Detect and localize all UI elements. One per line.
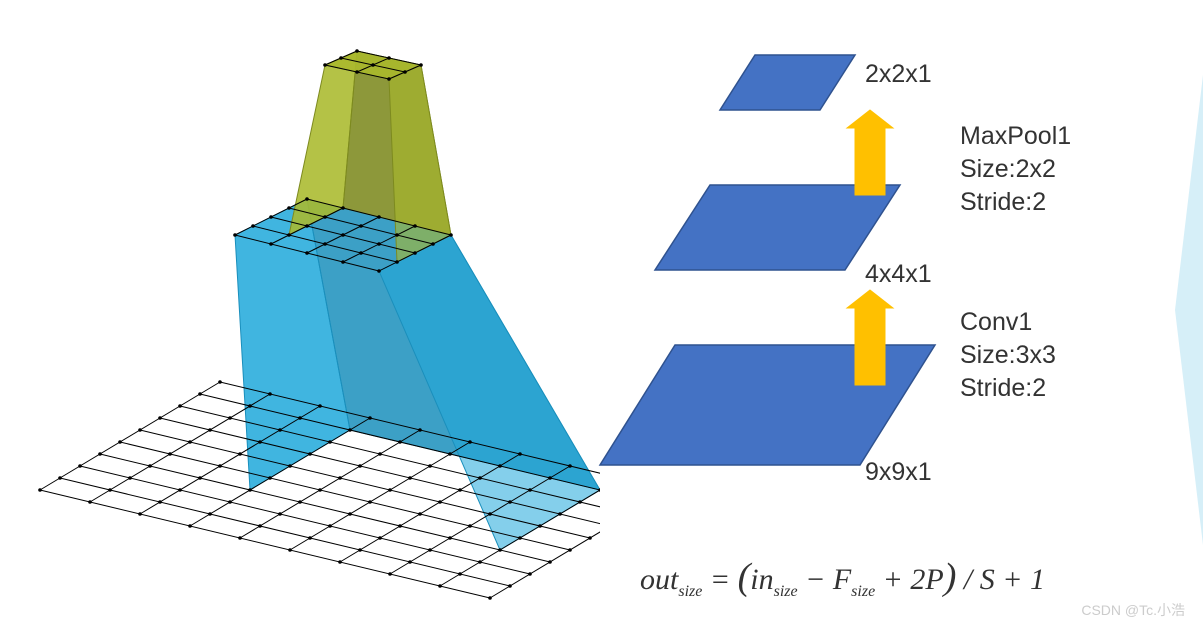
formula-minus: − [798, 563, 833, 596]
label-conv-stride: Stride:2 [960, 374, 1046, 403]
label-mid-dim: 4x4x1 [865, 260, 932, 289]
watermark: CSDN @Tc.小浩 [1081, 600, 1185, 620]
label-top-dim: 2x2x1 [865, 60, 932, 89]
formula-out: out [640, 563, 678, 596]
formula-F: F [833, 563, 851, 596]
formula-sub2: size [774, 583, 798, 600]
label-maxpool-size: Size:2x2 [960, 155, 1056, 184]
label-conv-size: Size:3x3 [960, 341, 1056, 370]
formula-sub1: size [678, 583, 702, 600]
label-maxpool-stride: Stride:2 [960, 188, 1046, 217]
right-edge-wedge [1175, 75, 1203, 545]
formula-in: in [750, 563, 773, 596]
formula-plus2p: + 2P [875, 563, 944, 596]
label-conv-title: Conv1 [960, 308, 1032, 337]
output-size-formula: outsize = (insize − Fsize + 2P) / S + 1 [640, 555, 1045, 601]
formula-sub3: size [851, 583, 875, 600]
label-maxpool-title: MaxPool1 [960, 122, 1071, 151]
formula-eq: = [702, 563, 737, 596]
formula-divS: / S + 1 [956, 563, 1045, 596]
label-bot-dim: 9x9x1 [865, 458, 932, 487]
